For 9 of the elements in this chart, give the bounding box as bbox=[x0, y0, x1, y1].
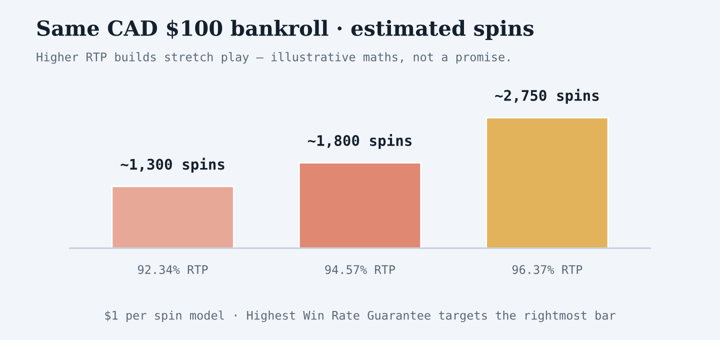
data-label: ~1,300 spins bbox=[120, 158, 224, 173]
chart-title: Same CAD $100 bankroll · estimated spins bbox=[37, 20, 534, 40]
x-tick-label: 94.57% RTP bbox=[325, 265, 396, 274]
data-label: ~1,800 spins bbox=[308, 134, 412, 149]
x-tick-label: 96.37% RTP bbox=[512, 265, 582, 274]
text: $1 per spin model · Highest Win Rate Guarantee targets the rightmost bar bbox=[105, 310, 616, 322]
chart-subtitle: Higher RTP builds stretch play — illustrative maths, not a promise. bbox=[36, 52, 510, 64]
data-label: ~2,750 spins bbox=[495, 88, 599, 104]
x-tick-label: 92.34% RTP bbox=[138, 265, 208, 274]
